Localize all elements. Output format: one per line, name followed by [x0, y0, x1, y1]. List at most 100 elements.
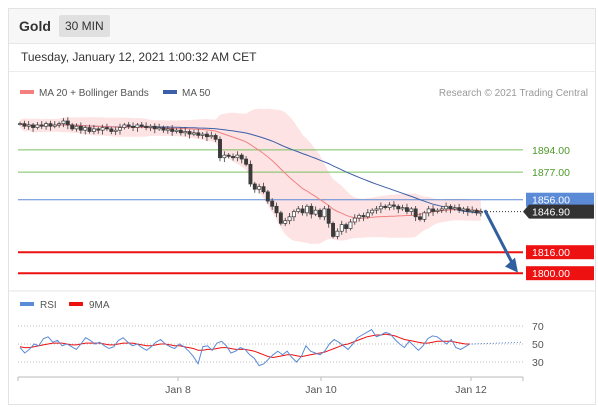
candle-body [422, 212, 427, 220]
candle-body [96, 128, 101, 131]
ma9-legend-label: 9MA [89, 300, 110, 311]
candle-body [222, 154, 227, 159]
x-tick-label: Jan 12 [455, 384, 487, 396]
candle-body [357, 215, 362, 219]
current-price-box [523, 204, 594, 219]
divider [9, 71, 595, 72]
candle-body [413, 208, 418, 218]
candle-body [439, 208, 444, 211]
candle-body [287, 216, 292, 222]
chart-widget: Gold 30 MIN Tuesday, January 12, 2021 1:… [8, 8, 596, 405]
candle-body [252, 183, 257, 190]
support-label-box [526, 245, 594, 260]
ma20-line [19, 123, 481, 219]
candle-body [105, 127, 109, 130]
candle-body [452, 207, 457, 210]
candle-body [113, 129, 118, 132]
candle-body [148, 125, 153, 128]
candle-body [474, 209, 479, 214]
candle-body [478, 211, 483, 214]
candle-body [109, 128, 114, 132]
candle-body [191, 132, 196, 135]
candle-body [174, 129, 179, 132]
candle-body [22, 123, 27, 127]
candle-body [152, 125, 157, 130]
candle-body [335, 230, 340, 237]
rsi-level-label: 70 [532, 321, 544, 333]
candle-body [465, 208, 470, 212]
candle-body [18, 123, 22, 125]
period-badge[interactable]: 30 MIN [59, 15, 110, 37]
candle-body [400, 207, 405, 210]
candle-body [100, 127, 105, 131]
candle-body [78, 125, 83, 131]
candle-body [435, 209, 440, 212]
candle-body [52, 124, 57, 127]
candle-body [326, 208, 331, 224]
candle-body [244, 158, 249, 165]
candle-body [74, 125, 79, 130]
candle-body [344, 224, 349, 229]
candle-body [31, 124, 35, 128]
candle-body [126, 124, 131, 127]
credit-label: Research © 2021 Trading Central [439, 88, 588, 99]
candle-body [365, 212, 370, 218]
candle-body [352, 217, 357, 223]
support-label-box [526, 266, 594, 281]
candle-body [265, 191, 270, 202]
ma50-legend-swatch [163, 90, 177, 94]
candle-body [183, 131, 188, 134]
current-price-label: 1846.90 [532, 207, 570, 219]
candle-body [35, 124, 40, 128]
resistance-label: 1877.00 [532, 167, 570, 179]
candle-body [235, 154, 240, 159]
candle-body [213, 135, 218, 140]
candle-body [370, 209, 375, 214]
candle-body [57, 123, 62, 126]
candle-body [218, 139, 222, 159]
support-label: 1800.00 [532, 268, 570, 280]
candle-body [178, 129, 183, 134]
candle-body [361, 215, 366, 218]
candle-body [348, 221, 353, 229]
candle-body [26, 124, 31, 127]
pivot-label-box [526, 192, 594, 207]
candle-body [200, 133, 205, 136]
candle-body [283, 220, 288, 224]
timestamp: Tuesday, January 12, 2021 1:00:32 AM CET [21, 50, 257, 64]
candle-body [48, 123, 53, 127]
symbol-title: Gold [19, 18, 51, 34]
candle-body [196, 132, 201, 136]
candle-body [313, 209, 318, 215]
candle-body [61, 120, 66, 124]
candle-body [248, 163, 253, 185]
candle-body [426, 208, 431, 214]
ma20-legend-swatch [20, 90, 34, 94]
candle-body [144, 125, 149, 128]
ma9-legend-swatch [69, 302, 83, 306]
ma50-legend-label: MA 50 [182, 88, 211, 99]
candle-body [70, 124, 75, 130]
candle-body [270, 200, 275, 207]
rsi-legend-swatch [20, 302, 34, 306]
support-label: 1816.00 [532, 247, 570, 259]
candle-body [378, 205, 383, 210]
candle-body [470, 209, 475, 212]
candle-body [231, 156, 235, 159]
rsi-legend-label: RSI [40, 300, 57, 311]
candle-body [139, 124, 144, 127]
candle-body [278, 212, 283, 224]
candle-body [226, 154, 231, 157]
candle-body [431, 208, 435, 212]
projection-arrowhead [505, 257, 518, 273]
candle-body [331, 222, 335, 237]
candle-body [135, 124, 140, 128]
candle-body [383, 205, 388, 208]
resistance-label: 1894.00 [532, 145, 570, 157]
candle-body [165, 128, 170, 131]
candle-body [87, 127, 92, 132]
candle-body [396, 205, 401, 210]
candle-body [205, 133, 209, 138]
candle-body [274, 205, 279, 214]
